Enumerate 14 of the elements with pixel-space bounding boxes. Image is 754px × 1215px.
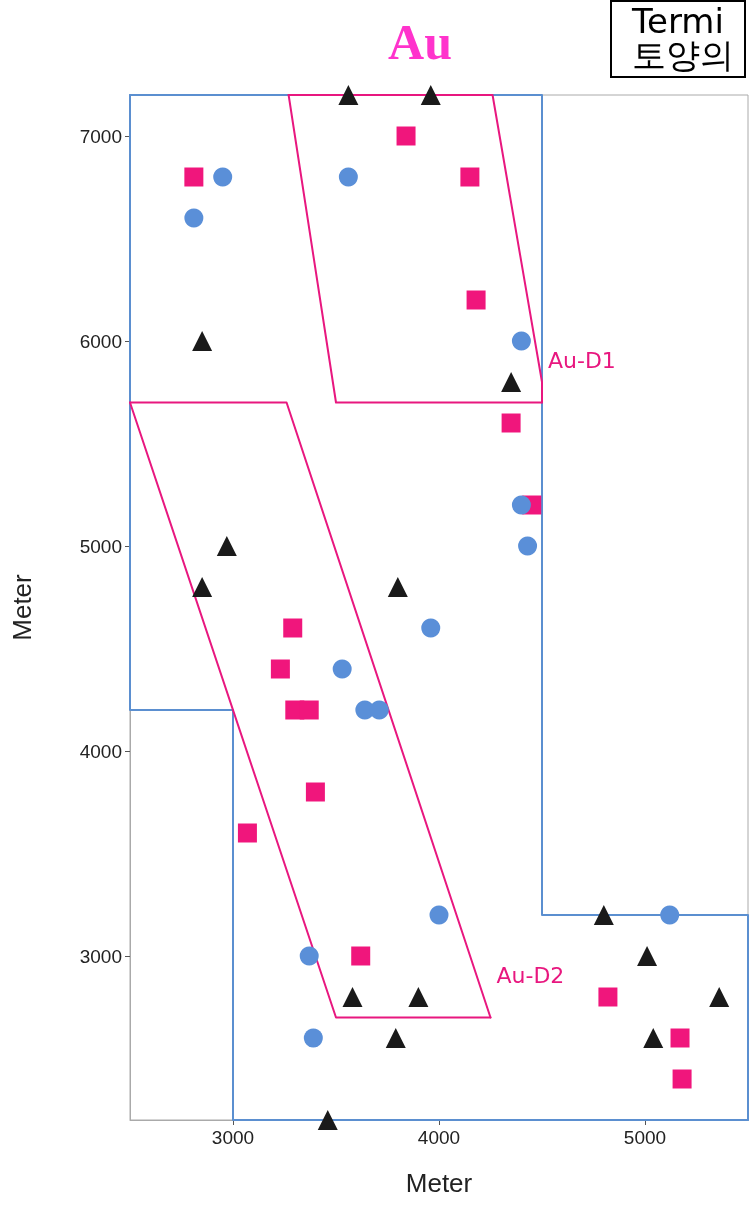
x-axis-title: Meter (405, 1168, 473, 1198)
x-tick-label: 4000 (417, 1127, 461, 1148)
series-label: Au-D2 (496, 963, 565, 988)
y-tick-label: 5000 (79, 535, 122, 557)
x-tick-label: 3000 (211, 1127, 255, 1148)
text: Termi 토양의 (631, 1, 734, 75)
y-tick-label: 6000 (79, 330, 122, 352)
y-tick-label: 7000 (79, 125, 122, 147)
series-label: Au-D1 (548, 348, 616, 373)
x-tick-label: 5000 (623, 1127, 667, 1148)
y-axis-title: Meter (7, 573, 37, 641)
y-tick-label: 3000 (79, 945, 122, 967)
y-tick-label: 4000 (79, 740, 122, 762)
chart-title: Au (388, 14, 452, 70)
